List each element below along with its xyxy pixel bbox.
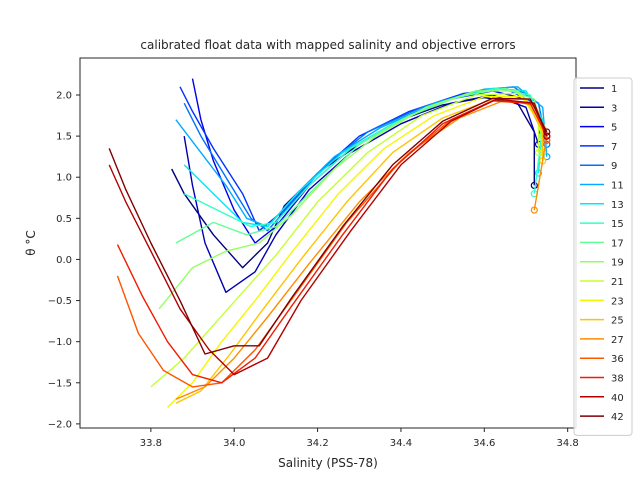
series-marker-42 [543,128,551,136]
plot-lines [108,78,551,408]
y-axis: −2.0 −1.5 −1.0 −0.5 0.0 0.5 1.0 1.5 2.0 [48,91,80,430]
series-marker-40 [543,132,551,140]
legend-label-7: 7 [611,142,617,153]
legend-label-27: 27 [611,335,624,346]
x-tick-label-5: 34.8 [557,438,579,449]
series-marker-13 [534,169,543,177]
legend-label-25: 25 [611,316,624,327]
y-tick-label-4: 0.0 [56,255,72,266]
x-tick-label-1: 34.0 [223,438,245,449]
y-tick-label-0: −2.0 [48,419,72,430]
legend-label-13: 13 [611,200,624,211]
series-line-17 [175,87,544,244]
series-line-11 [175,86,548,228]
legend-label-11: 11 [611,181,624,192]
x-axis: 33.8 34.0 34.2 34.4 34.6 34.8 [140,428,579,449]
y-tick-label-3: −0.5 [48,296,72,307]
x-tick-label-4: 34.6 [473,438,495,449]
legend-box [573,77,633,436]
series-marker-27 [530,206,538,214]
legend-label-42: 42 [611,412,624,423]
series-line-19 [158,90,544,310]
y-tick-label-2: −1.0 [48,337,72,348]
y-axis-label: θ °C [24,230,38,256]
y-tick-label-6: 1.0 [56,173,72,184]
chart-title: calibrated float data with mapped salini… [140,38,515,52]
y-tick-label-7: 1.5 [56,132,72,143]
series-line-40 [108,98,548,376]
legend-label-15: 15 [611,219,624,230]
legend-label-19: 19 [611,258,624,269]
series-line-42 [108,97,548,355]
legend-label-3: 3 [611,103,617,114]
y-tick-label-8: 2.0 [56,91,72,102]
x-tick-label-3: 34.4 [390,438,412,449]
legend-label-21: 21 [611,277,624,288]
series-marker-21 [534,149,543,157]
legend-label-36: 36 [611,354,624,365]
legend-label-23: 23 [611,296,624,307]
series-marker-36 [543,136,551,144]
series-line-23 [167,95,544,408]
legend-label-9: 9 [611,161,617,172]
legend-label-1: 1 [611,84,617,95]
legend-label-40: 40 [611,393,624,404]
x-tick-label-2: 34.2 [306,438,328,449]
legend-label-5: 5 [611,123,617,134]
x-tick-label-0: 33.8 [140,438,162,449]
legend-label-38: 38 [611,374,624,385]
x-axis-label: Salinity (PSS-78) [278,456,378,470]
y-tick-label-1: −1.5 [48,378,72,389]
y-tick-label-5: 0.5 [56,214,72,225]
series-marker-9 [543,140,551,148]
legend-label-17: 17 [611,238,624,249]
